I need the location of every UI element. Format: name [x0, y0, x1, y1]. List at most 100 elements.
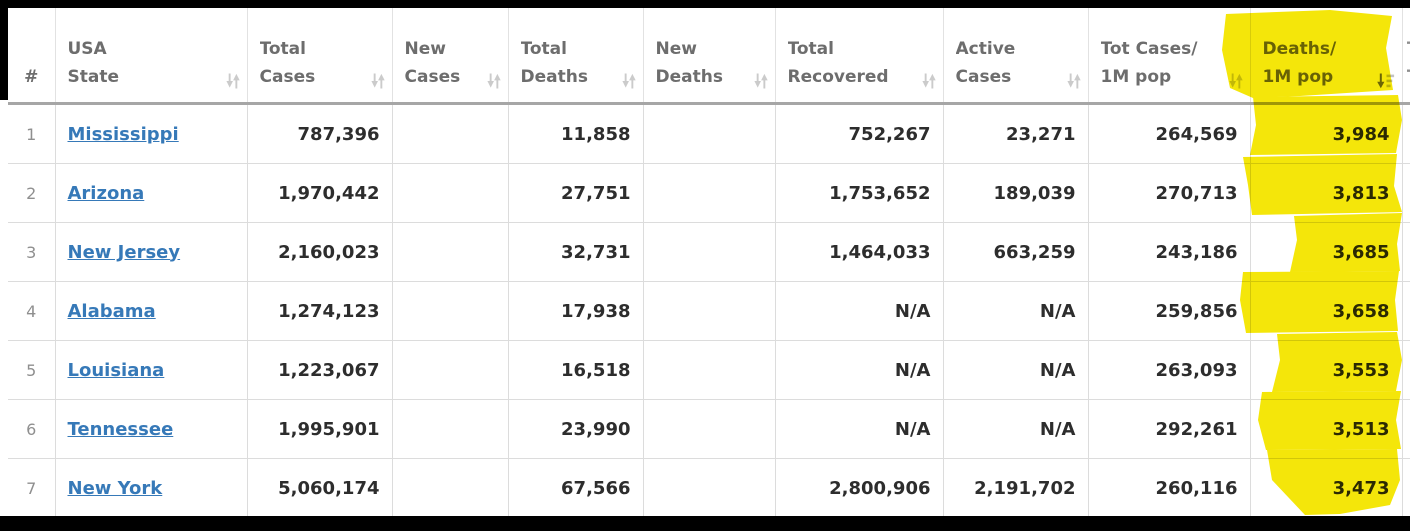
column-header-active-cases[interactable]: Active Cases [942, 8, 1088, 105]
cell-active-cases: 2,191,702 [942, 458, 1088, 518]
cell-total-recovered: 752,267 [774, 103, 943, 164]
sort-both-icon [921, 73, 936, 89]
cell-new-cases [391, 103, 508, 164]
cell-cases-per-1m: 270,713 [1087, 163, 1250, 223]
header-label-line1: Total [259, 39, 306, 59]
cell-cases-per-1m: 243,186 [1087, 222, 1250, 282]
header-label-line2: Deaths [655, 67, 723, 87]
state-link[interactable]: New Jersey [67, 241, 181, 263]
cell-new-cases [391, 399, 508, 459]
cell-total-deaths: 23,990 [507, 399, 643, 459]
table-row: 6 Tennessee 1,995,901 23,990 N/A N/A 292,261 3,… [8, 399, 1410, 459]
frame-top-bar [0, 0, 1410, 8]
column-header-total-deaths[interactable]: Total Deaths [507, 8, 643, 105]
header-label-line1: Active [955, 39, 1016, 59]
sort-both-icon [486, 73, 501, 89]
cell-state: New York [54, 458, 247, 518]
cell-new-cases [391, 222, 508, 282]
sort-both-icon [1228, 73, 1243, 89]
sort-both-icon [1066, 73, 1081, 89]
column-header-total-cases[interactable]: Total Cases [246, 8, 392, 105]
cell-active-cases: 189,039 [942, 163, 1088, 223]
cell-state: Louisiana [54, 340, 247, 400]
cell-cases-per-1m: 264,569 [1087, 103, 1250, 164]
column-header-total-recovered[interactable]: Total Recovered [774, 8, 943, 105]
cell-new-deaths [642, 399, 775, 459]
cell-active-cases: N/A [942, 281, 1088, 341]
sort-both-icon [621, 73, 636, 89]
header-label-line1 [8, 35, 55, 63]
cell-total-recovered: N/A [774, 340, 943, 400]
header-label-line1: Deaths/ [1262, 39, 1337, 59]
sort-descending-active-icon [1376, 73, 1394, 89]
next-column-clipped-cell [1401, 399, 1410, 459]
table-row: 5 Louisiana 1,223,067 16,518 N/A N/A 263,093 3,… [8, 340, 1410, 400]
cell-new-deaths [642, 163, 775, 223]
state-link[interactable]: Louisiana [67, 359, 165, 381]
column-header-cases-per-1m[interactable]: Tot Cases/1M pop [1087, 8, 1250, 105]
table-row: 1 Mississippi 787,396 11,858 752,267 23,271 26… [8, 103, 1410, 164]
cell-new-cases [391, 163, 508, 223]
table-header-row: # USA State Total Cases New Cases Total Deaths Ne… [8, 8, 1410, 105]
cell-deaths-per-1m: 3,513 [1249, 399, 1402, 459]
next-column-clipped-cell [1401, 103, 1410, 164]
cell-deaths-per-1m: 3,658 [1249, 281, 1402, 341]
cell-state: Alabama [54, 281, 247, 341]
cell-cases-per-1m: 263,093 [1087, 340, 1250, 400]
next-column-clipped-header: TT [1401, 8, 1410, 105]
cell-total-cases: 1,995,901 [246, 399, 392, 459]
cell-deaths-per-1m: 3,813 [1249, 163, 1402, 223]
state-link[interactable]: Tennessee [67, 418, 174, 440]
cell-cases-per-1m: 260,116 [1087, 458, 1250, 518]
cell-state: New Jersey [54, 222, 247, 282]
cell-new-deaths [642, 103, 775, 164]
covid-states-table-wrap: # USA State Total Cases New Cases Total Deaths Ne… [8, 8, 1410, 530]
cell-total-recovered: 1,464,033 [774, 222, 943, 282]
cell-new-deaths [642, 281, 775, 341]
cell-active-cases: 23,271 [942, 103, 1088, 164]
header-label-line1: USA [67, 39, 107, 59]
cell-rank: 3 [8, 222, 55, 282]
column-header-state[interactable]: USA State [54, 8, 247, 105]
cell-total-recovered: 2,800,906 [774, 458, 943, 518]
cell-active-cases: N/A [942, 399, 1088, 459]
header-label-line2: Cases [955, 67, 1012, 87]
state-link[interactable]: New York [67, 477, 163, 499]
header-label-line2: State [67, 67, 120, 87]
state-link[interactable]: Alabama [67, 300, 156, 322]
header-label-line2: Deaths [520, 67, 588, 87]
table-row: 7 New York 5,060,174 67,566 2,800,906 2,191,7… [8, 458, 1410, 518]
cell-total-deaths: 67,566 [507, 458, 643, 518]
frame-left-notch [0, 8, 8, 100]
cell-new-cases [391, 458, 508, 518]
cell-cases-per-1m: 259,856 [1087, 281, 1250, 341]
header-label-line2: # [24, 67, 39, 87]
cell-cases-per-1m: 292,261 [1087, 399, 1250, 459]
cell-total-cases: 2,160,023 [246, 222, 392, 282]
cell-total-deaths: 11,858 [507, 103, 643, 164]
header-label-line1: New [404, 39, 446, 59]
table-row: 4 Alabama 1,274,123 17,938 N/A N/A 259,856 3,65… [8, 281, 1410, 341]
sort-both-icon [370, 73, 385, 89]
cell-total-recovered: N/A [774, 399, 943, 459]
cell-total-cases: 1,223,067 [246, 340, 392, 400]
cell-deaths-per-1m: 3,984 [1249, 103, 1402, 164]
column-header-new-cases[interactable]: New Cases [391, 8, 508, 105]
cell-new-deaths [642, 458, 775, 518]
state-link[interactable]: Mississippi [67, 123, 179, 145]
header-label-line2: Cases [404, 67, 461, 87]
table-row: 2 Arizona 1,970,442 27,751 1,753,652 189,039 2… [8, 163, 1410, 223]
cell-total-cases: 1,274,123 [246, 281, 392, 341]
cell-total-cases: 787,396 [246, 103, 392, 164]
cell-total-recovered: N/A [774, 281, 943, 341]
next-column-clipped-cell [1401, 340, 1410, 400]
header-label-line1: Total [520, 39, 567, 59]
cell-deaths-per-1m: 3,473 [1249, 458, 1402, 518]
column-header-rank: # [8, 8, 55, 105]
cell-deaths-per-1m: 3,685 [1249, 222, 1402, 282]
column-header-deaths-per-1m[interactable]: Deaths/1M pop [1249, 8, 1402, 105]
state-link[interactable]: Arizona [67, 182, 145, 204]
header-label-line2: 1M pop [1100, 67, 1172, 87]
cell-deaths-per-1m: 3,553 [1249, 340, 1402, 400]
column-header-new-deaths[interactable]: New Deaths [642, 8, 775, 105]
